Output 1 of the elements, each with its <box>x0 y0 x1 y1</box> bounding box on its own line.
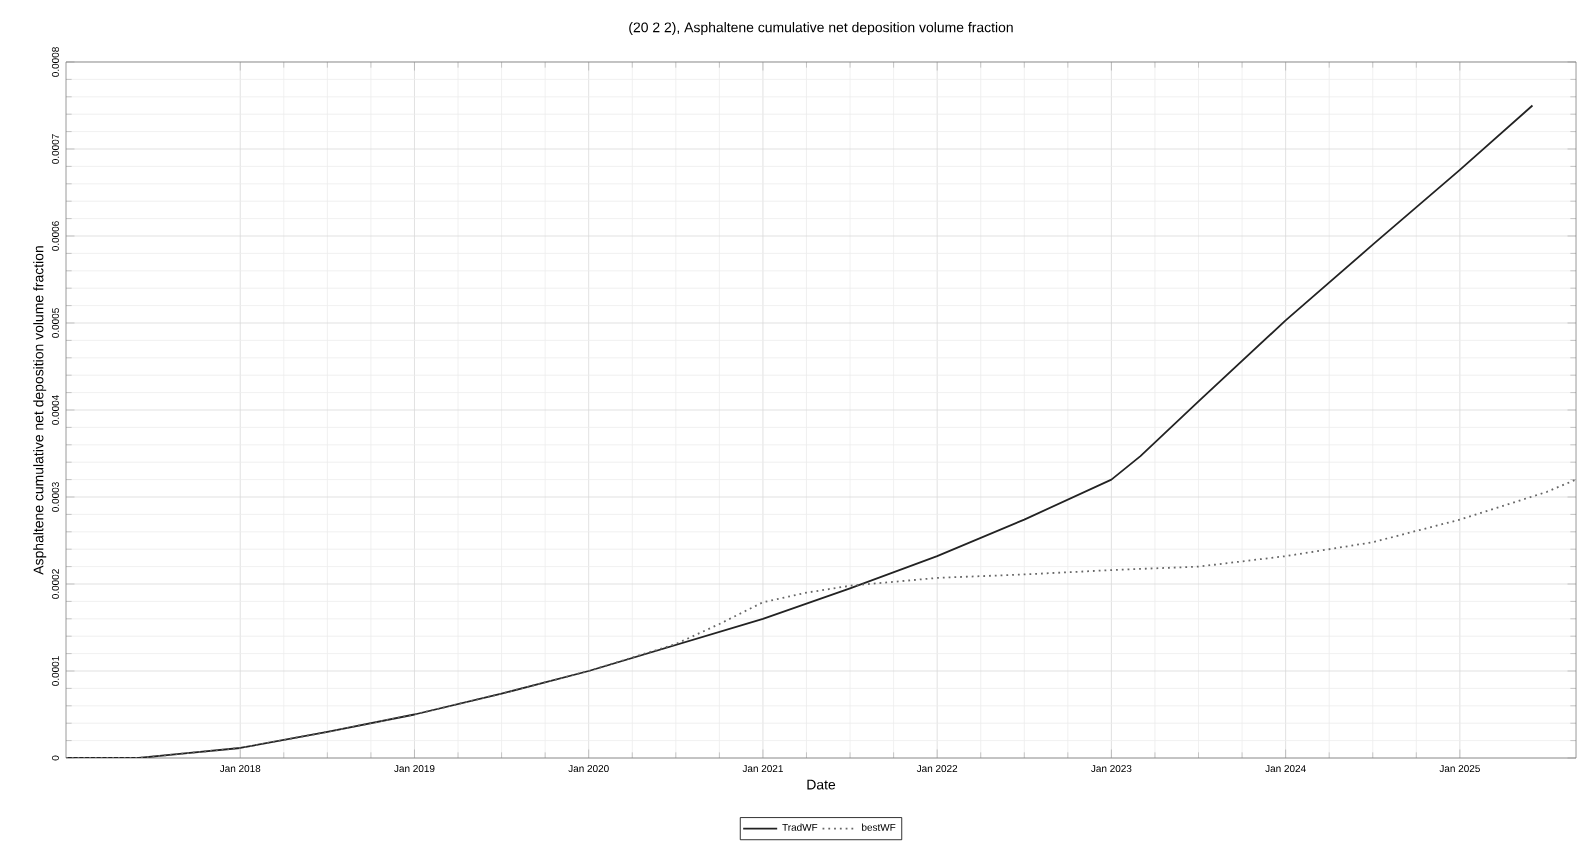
line-series <box>66 478 1577 758</box>
